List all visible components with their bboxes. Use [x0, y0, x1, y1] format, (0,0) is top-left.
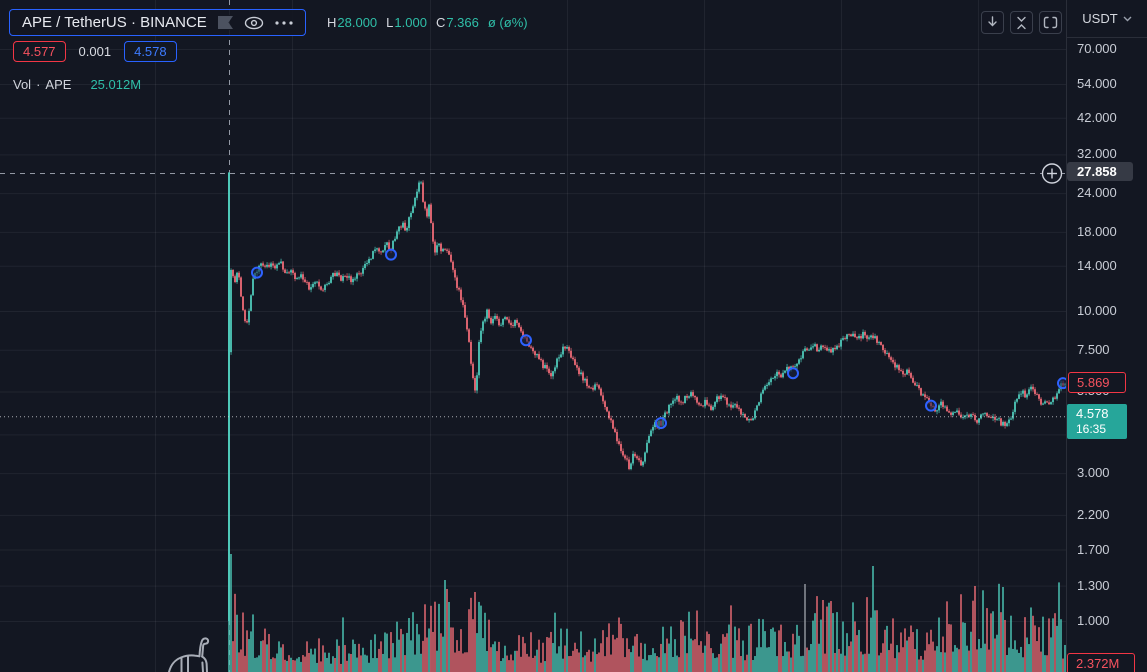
- add-alert-button[interactable]: [1041, 163, 1063, 184]
- volume-bars: [228, 490, 1066, 672]
- fullscreen-button[interactable]: [1039, 11, 1062, 34]
- axis-tick: 1.000: [1077, 613, 1110, 628]
- currency-label: USDT: [1082, 11, 1118, 26]
- download-icon: [988, 16, 997, 27]
- chart-toolbar: [981, 11, 1062, 34]
- currency-dropdown[interactable]: USDT: [1067, 0, 1147, 38]
- axis-tick: 70.000: [1077, 41, 1117, 57]
- spread-value: 0.001: [78, 44, 112, 59]
- low-value: 1.000: [394, 15, 427, 30]
- download-button[interactable]: [981, 11, 1004, 34]
- gridlines: [0, 0, 1066, 672]
- crosshair-price-label: 27.858: [1067, 162, 1133, 182]
- chart-canvas[interactable]: [0, 0, 1066, 672]
- high-label: H: [327, 15, 337, 30]
- bar-countdown: 16:35: [1076, 422, 1107, 437]
- event-marker[interactable]: [1057, 377, 1066, 390]
- bid-ask-row: 4.577 0.001 4.578: [13, 41, 177, 62]
- last-price-value: 4.578: [1076, 406, 1109, 422]
- volume-label: Vol: [13, 77, 32, 92]
- close-value: 7.366: [446, 15, 479, 30]
- change-value: ø (ø%): [487, 15, 528, 30]
- event-marker[interactable]: [787, 367, 799, 380]
- price-axis[interactable]: USDT 70.000 54.000 42.000 32.000 24.000 18.00…: [1066, 0, 1147, 672]
- alert-price-label[interactable]: 5.869: [1068, 371, 1126, 393]
- event-markers[interactable]: [251, 248, 1066, 430]
- dino-watermark: [168, 637, 210, 672]
- bid-price-button[interactable]: 4.577: [13, 41, 66, 62]
- axis-tick: 10.000: [1077, 303, 1117, 318]
- axis-tick: 14.000: [1077, 257, 1117, 273]
- event-marker[interactable]: [251, 266, 263, 279]
- axis-tick: 1.700: [1077, 541, 1110, 557]
- volume-separator: ·: [36, 77, 41, 92]
- collapse-pane-button[interactable]: [1010, 11, 1033, 34]
- close-label: C: [435, 15, 446, 30]
- axis-tick: 24.000: [1077, 185, 1117, 201]
- event-marker[interactable]: [925, 399, 937, 412]
- candles: [228, 172, 1066, 621]
- symbol-row[interactable]: APE / TetherUS · BINANCE: [9, 9, 306, 36]
- eye-icon[interactable]: [244, 16, 264, 30]
- high-value: 28.000: [337, 15, 378, 30]
- chevron-down-icon: [1123, 16, 1132, 21]
- low-label: L: [386, 15, 394, 30]
- more-options-icon[interactable]: [275, 20, 293, 25]
- ohlc-row: H 28.000 L 1.000 C 7.366 ø (ø%): [327, 15, 528, 30]
- crosshair: [0, 0, 1066, 672]
- axis-tick: 2.200: [1077, 506, 1110, 522]
- event-marker[interactable]: [385, 248, 397, 261]
- axis-tick: 32.000: [1077, 146, 1117, 162]
- volume-axis-label: 2.372M: [1067, 653, 1135, 672]
- volume-value: 25.012M: [90, 77, 142, 92]
- volume-symbol: APE: [45, 77, 72, 92]
- last-price-label: 4.578 16:35: [1067, 404, 1127, 440]
- axis-tick: 42.000: [1077, 109, 1117, 125]
- collapse-icon: [1017, 16, 1026, 29]
- ask-price-button[interactable]: 4.578: [124, 41, 177, 62]
- fullscreen-icon: [1043, 16, 1058, 29]
- axis-tick: 3.000: [1077, 465, 1110, 481]
- axis-tick: 7.500: [1077, 341, 1110, 357]
- event-marker[interactable]: [520, 334, 532, 347]
- axis-tick: 1.300: [1077, 577, 1110, 593]
- event-marker[interactable]: [655, 417, 667, 430]
- axis-tick: 54.000: [1077, 75, 1117, 91]
- flag-icon[interactable]: [217, 16, 233, 29]
- symbol-title[interactable]: APE / TetherUS · BINANCE: [22, 14, 207, 31]
- axis-tick: 18.000: [1077, 223, 1117, 239]
- volume-legend[interactable]: Vol · APE 25.012M: [13, 77, 141, 92]
